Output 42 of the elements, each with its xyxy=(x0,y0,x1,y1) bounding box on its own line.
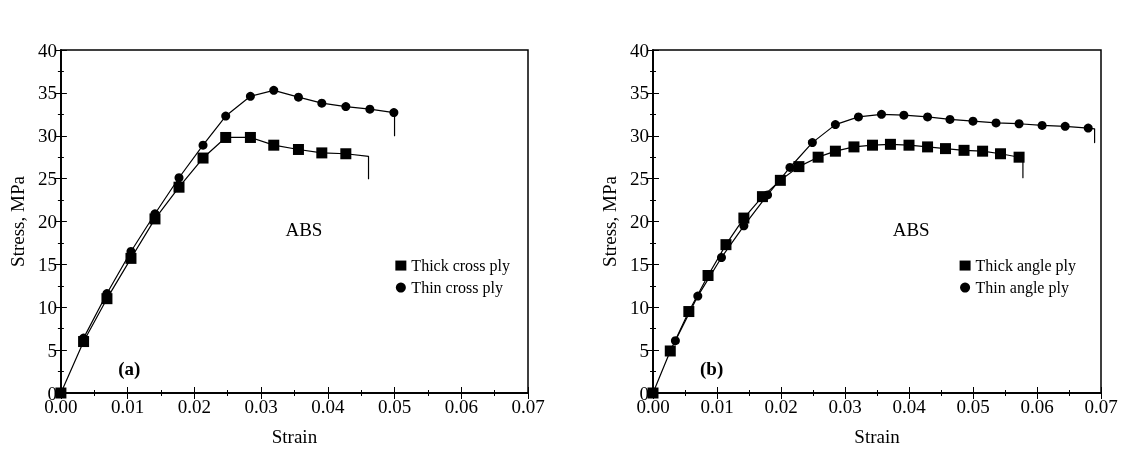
x-tick-label: 0.07 xyxy=(1084,396,1118,417)
legend-label: Thick cross ply xyxy=(411,257,511,276)
x-tick-label: 0.01 xyxy=(700,396,734,417)
y-tick-label: 35 xyxy=(630,82,649,104)
y-tick-label: 30 xyxy=(630,125,649,147)
legend-label: Thin cross ply xyxy=(411,279,503,298)
y-tick-label: 40 xyxy=(630,39,649,61)
x-axis-title: Strain xyxy=(271,426,318,447)
x-tick-label: 0.04 xyxy=(892,396,927,417)
annotation: (b) xyxy=(700,357,724,380)
x-tick-label: 0.03 xyxy=(828,396,862,417)
y-axis-title: Stress, MPa xyxy=(7,175,28,267)
x-tick-label: 0.05 xyxy=(377,396,412,417)
x-tick-label: 0.01 xyxy=(111,396,145,417)
annotation: (a) xyxy=(118,357,141,380)
y-tick-label: 15 xyxy=(37,253,57,275)
legend-label: Thin angle ply xyxy=(975,279,1069,298)
y-tick-label: 35 xyxy=(37,82,57,104)
y-tick-label: 20 xyxy=(37,211,57,232)
x-tick-label: 0.05 xyxy=(956,396,990,417)
x-tick-label: 0.04 xyxy=(311,396,345,417)
y-tick-label: 10 xyxy=(630,296,649,318)
annotation: ABS xyxy=(892,218,930,240)
legend-label: Thick angle ply xyxy=(975,257,1077,276)
y-tick-label: 20 xyxy=(630,211,649,232)
x-tick-label: 0.02 xyxy=(764,396,798,417)
y-tick-label: 30 xyxy=(37,125,57,147)
y-tick-label: 40 xyxy=(37,39,57,61)
annotation: ABS xyxy=(285,218,323,240)
y-tick-label: 10 xyxy=(37,296,57,318)
y-tick-label: 5 xyxy=(639,339,649,361)
x-tick-label: 0.03 xyxy=(244,396,278,417)
x-tick-label: 0.07 xyxy=(511,396,545,417)
x-tick-label: 0.06 xyxy=(444,396,478,417)
x-axis-title: Strain xyxy=(854,426,901,447)
x-tick-label: 0.06 xyxy=(1020,396,1054,417)
x-tick-label: 0.02 xyxy=(177,396,211,417)
y-axis-title: Stress, MPa xyxy=(599,175,621,267)
y-tick-label: 15 xyxy=(630,253,649,275)
y-tick-label: 25 xyxy=(37,168,57,190)
y-tick-label: 25 xyxy=(630,168,649,190)
y-tick-label: 5 xyxy=(47,339,57,361)
